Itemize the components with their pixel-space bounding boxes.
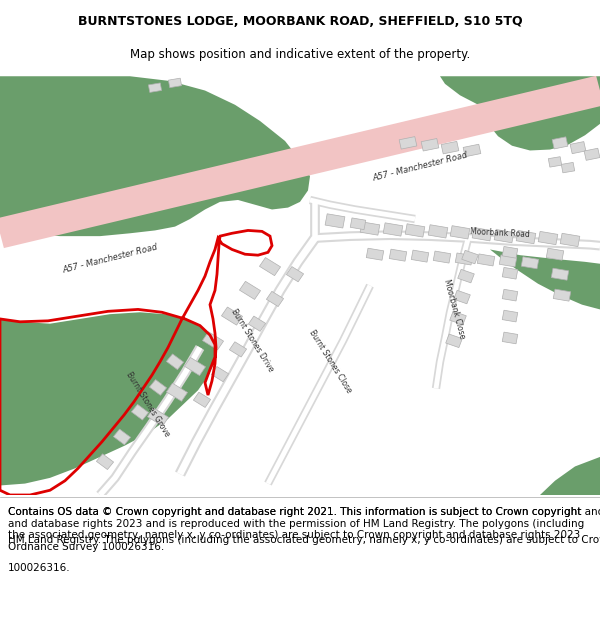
Bar (502, 310, 518, 322)
Bar (516, 231, 536, 244)
Bar (494, 229, 514, 242)
Polygon shape (440, 76, 600, 151)
Bar (360, 222, 380, 235)
Polygon shape (0, 76, 600, 248)
Bar (462, 251, 478, 264)
Bar (389, 249, 407, 261)
Bar (502, 289, 518, 301)
Bar (454, 290, 470, 304)
Bar (166, 383, 188, 401)
Text: A57 - Manchester Road: A57 - Manchester Road (371, 151, 469, 183)
Bar (211, 366, 229, 382)
Bar (560, 233, 580, 247)
Bar (472, 228, 492, 241)
Bar (551, 268, 569, 280)
Text: Moorbank Close: Moorbank Close (442, 279, 466, 340)
Bar (184, 357, 206, 376)
Bar (148, 408, 169, 426)
Bar (441, 141, 459, 154)
Bar (546, 248, 564, 260)
Text: Contains OS data © Crown copyright and database right 2021. This information is : Contains OS data © Crown copyright and d… (8, 507, 600, 517)
Text: BURNTSTONES LODGE, MOORBANK ROAD, SHEFFIELD, S10 5TQ: BURNTSTONES LODGE, MOORBANK ROAD, SHEFFI… (77, 15, 523, 28)
Bar (421, 139, 439, 151)
Polygon shape (0, 312, 215, 486)
Bar (193, 392, 211, 408)
Bar (149, 379, 167, 395)
Bar (259, 258, 281, 276)
Bar (446, 334, 462, 348)
Bar (553, 289, 571, 301)
Bar (239, 281, 260, 299)
Bar (463, 144, 481, 157)
Bar (366, 248, 384, 260)
Text: Burnt Stones Drive: Burnt Stones Drive (229, 308, 275, 374)
Text: A57 - Manchester Road: A57 - Manchester Road (61, 242, 158, 275)
Bar (221, 307, 242, 325)
Bar (405, 224, 425, 237)
Bar (458, 269, 474, 283)
Bar (97, 454, 113, 469)
Bar (229, 342, 247, 357)
Bar (548, 157, 562, 167)
Bar (113, 429, 131, 445)
Bar (325, 214, 345, 228)
Bar (562, 162, 575, 173)
Text: Map shows position and indicative extent of the property.: Map shows position and indicative extent… (130, 48, 470, 61)
Polygon shape (0, 76, 310, 236)
Bar (350, 218, 366, 229)
Text: Contains OS data © Crown copyright and database right 2021. This information is : Contains OS data © Crown copyright and d… (8, 507, 584, 552)
Text: HM Land Registry. The polygons (including the associated geometry, namely x, y c: HM Land Registry. The polygons (includin… (8, 535, 600, 545)
Bar (502, 332, 518, 344)
Bar (502, 268, 518, 279)
Bar (202, 332, 224, 350)
Bar (455, 253, 473, 265)
Bar (131, 404, 149, 420)
Bar (383, 223, 403, 236)
Bar (411, 250, 429, 262)
Bar (166, 354, 184, 369)
Bar (499, 255, 517, 267)
Bar (450, 311, 466, 325)
Bar (477, 254, 495, 266)
Bar (428, 225, 448, 238)
Text: Moorbank Road: Moorbank Road (470, 228, 530, 239)
Bar (266, 291, 284, 307)
Bar (570, 142, 586, 154)
Bar (433, 251, 451, 263)
Text: 100026316.: 100026316. (8, 563, 71, 573)
Bar (286, 267, 304, 282)
Bar (502, 246, 518, 258)
Bar (169, 78, 182, 88)
Bar (521, 257, 539, 269)
Bar (538, 231, 558, 244)
Text: Burnt Stones Close: Burnt Stones Close (307, 329, 353, 395)
Polygon shape (540, 457, 600, 495)
Text: Burnt Stones Grove: Burnt Stones Grove (124, 371, 172, 439)
Polygon shape (490, 249, 600, 309)
Bar (148, 83, 161, 92)
Bar (584, 148, 600, 161)
Bar (248, 316, 266, 331)
Bar (552, 137, 568, 149)
Bar (450, 226, 470, 239)
Bar (399, 137, 417, 149)
